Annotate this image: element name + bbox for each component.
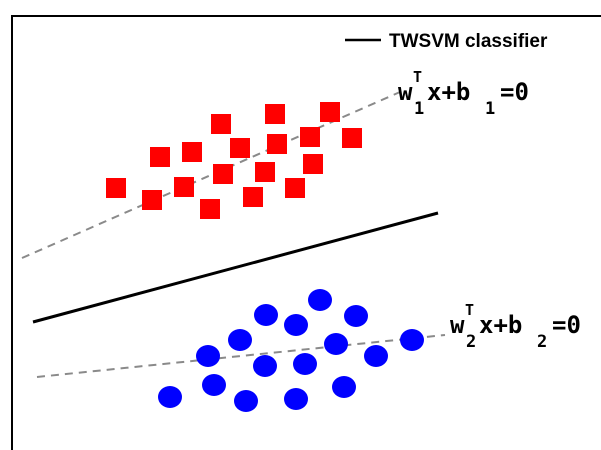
twsvm-classifier-line xyxy=(32,211,439,324)
class1-square-marker xyxy=(174,177,194,197)
legend-label: TWSVM classifier xyxy=(389,31,548,52)
eq1-x-plus-b: x+b xyxy=(427,78,470,106)
eq2-b-subscript: 2 xyxy=(537,332,547,352)
class1-square-marker xyxy=(320,102,340,122)
class1-square-marker xyxy=(213,164,233,184)
equation-class2: w T 2 x+b 2 =0 xyxy=(450,301,581,352)
class1-square-marker xyxy=(106,178,126,198)
class2-circle-marker xyxy=(364,345,388,367)
class2-circle-marker xyxy=(196,345,220,367)
eq1-w: w xyxy=(398,78,413,106)
class2-circle-marker xyxy=(253,355,277,377)
plot-frame xyxy=(11,15,601,450)
class2-circle-marker xyxy=(228,329,252,351)
class2-markers xyxy=(158,289,424,412)
class1-square-marker xyxy=(255,162,275,182)
class1-square-marker xyxy=(200,199,220,219)
eq1-w-subscript: 1 xyxy=(414,99,424,119)
class2-circle-marker xyxy=(400,329,424,351)
class1-square-marker xyxy=(211,114,231,134)
eq2-w-superscript: T xyxy=(465,301,474,319)
class2-circle-marker xyxy=(254,304,278,326)
class2-circle-marker xyxy=(344,305,368,327)
class2-circle-marker xyxy=(324,333,348,355)
class1-markers xyxy=(106,102,362,219)
class1-square-marker xyxy=(265,104,285,124)
class2-circle-marker xyxy=(308,289,332,311)
class1-square-marker xyxy=(267,134,287,154)
class2-circle-marker xyxy=(202,374,226,396)
class2-circle-marker xyxy=(158,386,182,408)
class1-square-marker xyxy=(142,190,162,210)
hyperplane-class2 xyxy=(36,334,446,378)
class1-square-marker xyxy=(182,142,202,162)
class2-circle-marker xyxy=(332,376,356,398)
eq1-rhs: =0 xyxy=(500,78,529,106)
class1-square-marker xyxy=(243,187,263,207)
class1-square-marker xyxy=(303,154,323,174)
eq2-w: w xyxy=(450,311,465,339)
class2-circle-marker xyxy=(284,314,308,336)
class2-circle-marker xyxy=(284,388,308,410)
eq2-w-subscript: 2 xyxy=(466,332,476,352)
eq1-b-subscript: 1 xyxy=(485,99,495,119)
class2-circle-marker xyxy=(234,390,258,412)
class1-square-marker xyxy=(150,147,170,167)
equation-class1: w T 1 x+b 1 =0 xyxy=(398,68,529,119)
class1-square-marker xyxy=(230,138,250,158)
class1-square-marker xyxy=(342,128,362,148)
class1-square-marker xyxy=(285,178,305,198)
class1-square-marker xyxy=(300,127,320,147)
eq2-rhs: =0 xyxy=(552,311,581,339)
eq1-w-superscript: T xyxy=(413,68,422,86)
eq2-x-plus-b: x+b xyxy=(479,311,522,339)
class2-circle-marker xyxy=(293,353,317,375)
